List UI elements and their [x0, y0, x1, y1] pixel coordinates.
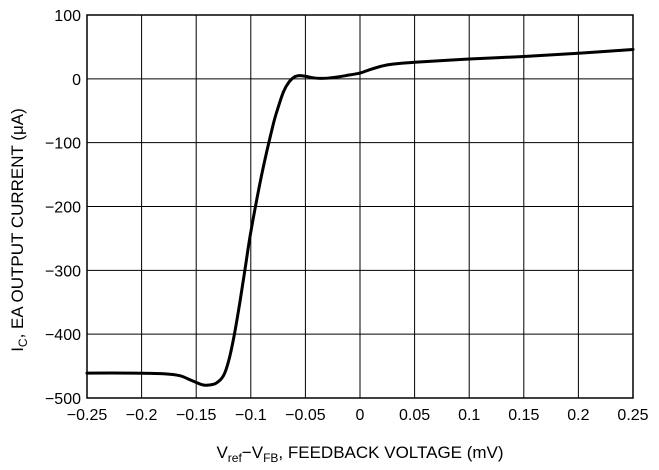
plot-frame	[86, 14, 634, 399]
x-axis-title-rest: , FEEDBACK VOLTAGE (mV)	[278, 443, 503, 462]
y-tick-label: −200	[45, 200, 81, 217]
y-axis-title: IC, EA OUTPUT CURRENT (μA)	[8, 108, 30, 352]
y-axis-title-sub: C	[16, 338, 30, 347]
x-tick-label: 0.2	[567, 407, 589, 424]
y-tick-label: −300	[45, 263, 81, 280]
x-axis-title-sub2: FB	[263, 451, 278, 465]
x-tick-label: 0	[356, 407, 365, 424]
x-axis-title-dash: −V	[242, 443, 264, 462]
y-tick-label: 100	[54, 8, 81, 25]
series-line	[85, 47, 635, 387]
x-tick-label: −0.25	[67, 407, 108, 424]
y-tick-label: 0	[72, 72, 81, 89]
x-axis-title: Vref−VFB, FEEDBACK VOLTAGE (mV)	[216, 443, 503, 465]
y-axis-title-main: I	[8, 347, 27, 352]
x-tick-label: 0.25	[617, 407, 648, 424]
x-axis-title-main: V	[216, 443, 228, 462]
x-tick-label: −0.1	[235, 407, 267, 424]
x-tick-label: 0.1	[458, 407, 480, 424]
y-tick-labels: 100 0 −100 −200 −300 −400 −500	[45, 8, 81, 408]
y-tick-label: −400	[45, 327, 81, 344]
x-tick-label: 0.05	[399, 407, 430, 424]
x-tick-label: −0.15	[176, 407, 217, 424]
x-tick-label: −0.2	[126, 407, 158, 424]
y-tick-label: −100	[45, 136, 81, 153]
series-lines	[85, 47, 635, 387]
x-axis-title-sub1: ref	[228, 451, 243, 465]
y-axis-title-rest: , EA OUTPUT CURRENT (μA)	[8, 108, 27, 338]
x-tick-labels: −0.25 −0.2 −0.15 −0.1 −0.05 0 0.05 0.1 0.15 0.2 0.…	[67, 407, 649, 424]
x-tick-label: 0.15	[508, 407, 539, 424]
x-tick-label: −0.05	[285, 407, 326, 424]
y-tick-label: −500	[45, 391, 81, 408]
